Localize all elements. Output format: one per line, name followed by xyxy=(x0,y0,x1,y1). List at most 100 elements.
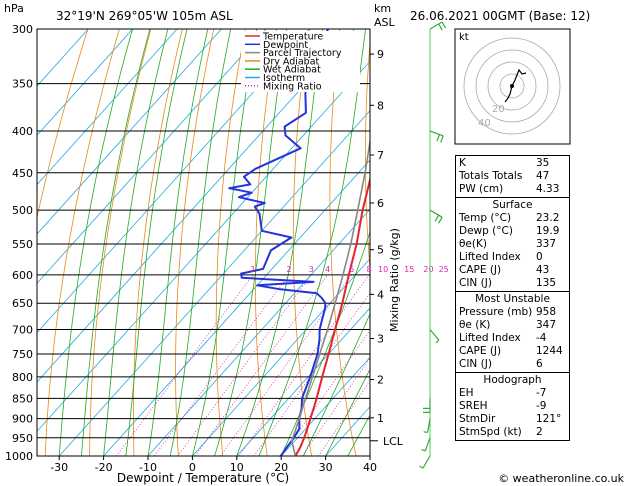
index-key: Totals Totals xyxy=(459,170,523,182)
pressure-tick-label: 450 xyxy=(12,167,33,180)
most-unstable-row: CIN (J) 6 xyxy=(459,358,566,371)
stats-panel: K 35 Totals Totals 47 PW (cm) 4.33 Surface Te… xyxy=(455,155,570,441)
isotherm-line xyxy=(147,208,370,456)
surface-value: 0 xyxy=(536,251,543,263)
wind-barb xyxy=(429,209,443,218)
pressure-tick-label: 900 xyxy=(12,413,33,426)
surface-row: CAPE (J) 43 xyxy=(459,264,566,277)
wind-barb-flag xyxy=(436,134,440,142)
dry-adiabat-line xyxy=(623,29,629,456)
dry-adiabat-line xyxy=(400,29,445,456)
location-label: 32°19'N 269°05'W 105m ASL xyxy=(56,9,233,23)
legend-entry: Temperature xyxy=(262,32,323,43)
most-unstable-key: Lifted Index xyxy=(459,332,521,344)
pressure-tick-label: 600 xyxy=(12,269,33,282)
mixing-ratio-label: 1 xyxy=(251,265,256,274)
x-tick-label: 10 xyxy=(230,461,244,474)
wind-barbs xyxy=(419,21,447,469)
mixing-ratio-line xyxy=(220,274,352,456)
km-tick-label: 8 xyxy=(377,99,384,112)
legend-entry: Dry Adiabat xyxy=(263,56,320,67)
pressure-tick-label: 750 xyxy=(12,348,33,361)
isotherm-line xyxy=(37,60,370,432)
wet-adiabat-line xyxy=(214,29,288,456)
index-value: 4.33 xyxy=(536,183,560,195)
wet-adiabat-line xyxy=(325,368,370,456)
x-tick-label: 30 xyxy=(319,461,333,474)
x-tick-label: -20 xyxy=(95,461,113,474)
surface-value: 43 xyxy=(536,264,550,276)
pressure-tick-label: 650 xyxy=(12,297,33,310)
wind-barb-flag xyxy=(434,214,440,222)
isotherm-line xyxy=(58,110,370,456)
km-tick-label: 1 xyxy=(377,412,384,425)
wind-barb xyxy=(429,130,444,137)
pressure-tick-label: 550 xyxy=(12,238,33,251)
hodograph-center xyxy=(510,84,514,88)
wind-barb xyxy=(429,329,440,341)
hodograph-ring xyxy=(487,61,537,111)
hodograph-box: Hodograph EH -7 SREH -9 StmDir 121° StmSpd (kt… xyxy=(455,373,570,441)
mixing-ratio-line xyxy=(177,274,312,456)
wind-barb-flag xyxy=(438,216,443,224)
temperature-line xyxy=(294,175,370,456)
hodo-row: StmDir 121° xyxy=(459,413,566,426)
mixing-ratio-line xyxy=(301,357,370,456)
index-value: 47 xyxy=(536,170,550,182)
surface-row: Temp (°C) 23.2 xyxy=(459,212,566,225)
hodo-row: SREH -9 xyxy=(459,400,566,413)
pressure-tick-label: 700 xyxy=(12,324,33,337)
pressure-tick-label: 350 xyxy=(12,78,33,91)
isotherm-line xyxy=(103,159,370,456)
hodograph-panel: kt 40 20 xyxy=(454,28,571,145)
hodograph-kt-label: kt xyxy=(459,32,469,43)
mixing-ratio-line xyxy=(153,274,290,456)
hodo-key: EH xyxy=(459,387,474,399)
km-tick-label: 6 xyxy=(377,197,384,210)
x-tick-label: 0 xyxy=(189,461,196,474)
pressure-tick-label: 300 xyxy=(12,23,33,36)
dry-adiabat-line xyxy=(133,29,183,456)
x-tick-label: 20 xyxy=(274,461,288,474)
wind-barb xyxy=(422,455,431,469)
legend-entry: Mixing Ratio xyxy=(263,81,322,92)
surface-value: 337 xyxy=(536,238,557,250)
most-unstable-value: 347 xyxy=(536,319,557,331)
most-unstable-value: -4 xyxy=(536,332,547,344)
wet-adiabat-line xyxy=(258,29,366,456)
mixing-ratio-label: 25 xyxy=(439,265,449,274)
most-unstable-title: Most Unstable xyxy=(475,293,550,305)
surface-box: Surface Temp (°C) 23.2 Dewp (°C) 19.9 θe(K) 3… xyxy=(455,198,570,292)
index-row: Totals Totals 47 xyxy=(459,170,566,183)
hodograph-storm-motion xyxy=(504,85,513,103)
dry-adiabat-line xyxy=(89,29,152,456)
isotherm-line xyxy=(236,307,370,456)
surface-value: 135 xyxy=(536,277,557,289)
dry-adiabat-line xyxy=(365,38,370,274)
km-tick-label: 3 xyxy=(377,333,384,346)
wind-barb-flag xyxy=(421,449,426,452)
dry-adiabat-line xyxy=(215,29,246,456)
mixing-ratio-label: 3 xyxy=(309,265,314,274)
most-unstable-row: θe (K) 347 xyxy=(459,319,566,332)
mixing-ratio-label: 10 xyxy=(378,265,388,274)
mixing-ratio-line xyxy=(318,380,370,456)
pressure-tick-label: 500 xyxy=(12,204,33,217)
mixing-ratio-line xyxy=(194,274,329,456)
surface-key: Temp (°C) xyxy=(459,212,512,224)
km-tick-label: 7 xyxy=(377,149,384,162)
legend-entry: Isotherm xyxy=(263,73,305,84)
index-row: PW (cm) 4.33 xyxy=(459,183,566,196)
km-tick-label: 2 xyxy=(377,374,384,387)
wind-barb-flag xyxy=(440,135,444,143)
isotherm-line xyxy=(37,29,311,334)
most-unstable-key: CIN (J) xyxy=(459,358,492,370)
dry-adiabat-line xyxy=(44,29,120,456)
hodograph-title: Hodograph xyxy=(483,374,542,386)
mixing-ratio-axis-label: Mixing Ratio (g/kg) xyxy=(388,228,401,332)
wind-barb-flag xyxy=(423,431,428,434)
surface-key: CAPE (J) xyxy=(459,264,502,276)
surface-key: CIN (J) xyxy=(459,277,492,289)
footer-credit: © weatheronline.co.uk xyxy=(498,472,624,485)
most-unstable-row: Lifted Index -4 xyxy=(459,332,566,345)
